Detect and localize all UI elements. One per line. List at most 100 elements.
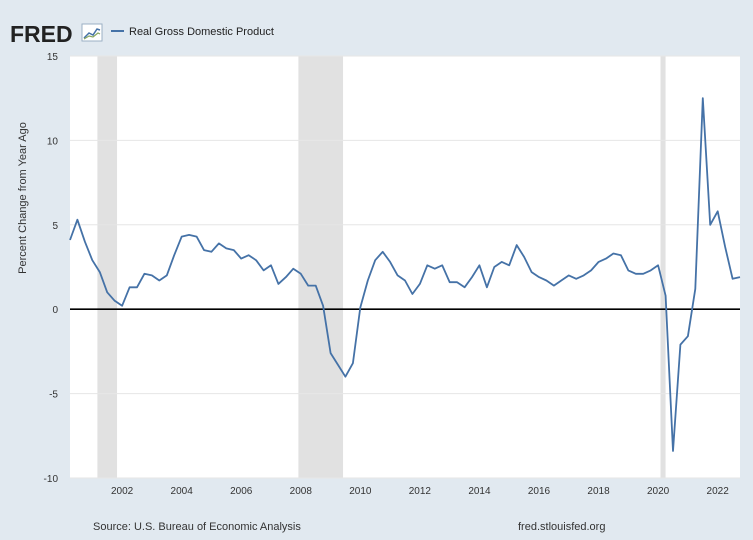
data-point bbox=[478, 264, 480, 266]
x-tick-label: 2006 bbox=[230, 486, 253, 497]
data-point bbox=[129, 286, 131, 288]
x-tick-label: 2022 bbox=[707, 486, 730, 497]
data-point bbox=[166, 274, 168, 276]
data-point bbox=[553, 285, 555, 287]
data-point bbox=[724, 246, 726, 248]
data-point bbox=[590, 269, 592, 271]
data-point bbox=[322, 305, 324, 307]
recession-band bbox=[298, 56, 344, 478]
data-point bbox=[702, 97, 704, 99]
y-tick-label: 15 bbox=[47, 52, 59, 63]
data-point bbox=[672, 450, 674, 452]
data-point bbox=[344, 376, 346, 378]
plot-area bbox=[70, 56, 740, 478]
data-point bbox=[642, 273, 644, 275]
data-point bbox=[69, 239, 71, 241]
data-point bbox=[315, 285, 317, 287]
legend-label[interactable]: Real Gross Domestic Product bbox=[129, 26, 274, 38]
data-point bbox=[277, 283, 279, 285]
data-point bbox=[426, 264, 428, 266]
data-point bbox=[337, 364, 339, 366]
data-point bbox=[717, 210, 719, 212]
fred-logo-chart-icon bbox=[81, 23, 103, 42]
data-point bbox=[411, 293, 413, 295]
data-point bbox=[516, 244, 518, 246]
recession-shading bbox=[97, 56, 666, 478]
data-point bbox=[300, 273, 302, 275]
data-point bbox=[352, 362, 354, 364]
data-point bbox=[382, 251, 384, 253]
data-point bbox=[508, 264, 510, 266]
data-point bbox=[679, 344, 681, 346]
series-line-real-gdp[interactable] bbox=[69, 97, 741, 452]
recession-band bbox=[660, 56, 666, 478]
data-point bbox=[471, 276, 473, 278]
data-point bbox=[233, 249, 235, 251]
x-tick-label: 2016 bbox=[528, 486, 551, 497]
data-point bbox=[203, 249, 205, 251]
data-point bbox=[225, 247, 227, 249]
data-point bbox=[739, 276, 741, 278]
data-point bbox=[181, 236, 183, 238]
x-tick-label: 2014 bbox=[468, 486, 491, 497]
data-point bbox=[359, 307, 361, 309]
fred-logo[interactable]: FRED bbox=[10, 21, 73, 47]
x-tick-label: 2018 bbox=[587, 486, 610, 497]
data-point bbox=[449, 281, 451, 283]
data-point bbox=[307, 285, 309, 287]
data-point bbox=[523, 256, 525, 258]
data-point bbox=[263, 269, 265, 271]
data-point bbox=[545, 280, 547, 282]
data-point bbox=[218, 242, 220, 244]
data-point bbox=[84, 241, 86, 243]
site-link[interactable]: fred.stlouisfed.org bbox=[518, 521, 606, 533]
data-point bbox=[210, 251, 212, 253]
data-point bbox=[665, 295, 667, 297]
x-tick-label: 2010 bbox=[349, 486, 372, 497]
data-point bbox=[143, 273, 145, 275]
data-point bbox=[598, 261, 600, 263]
y-axis-label: Percent Change from Year Ago bbox=[17, 122, 29, 274]
gridlines bbox=[70, 55, 740, 479]
data-point bbox=[650, 269, 652, 271]
data-point bbox=[106, 291, 108, 293]
data-point bbox=[188, 234, 190, 236]
source-note: Source: U.S. Bureau of Economic Analysis bbox=[93, 521, 301, 533]
y-tick-label: -5 bbox=[49, 390, 58, 401]
x-tick-label: 2012 bbox=[409, 486, 432, 497]
data-point bbox=[389, 261, 391, 263]
data-point bbox=[620, 254, 622, 256]
data-point bbox=[255, 259, 257, 261]
data-point bbox=[330, 352, 332, 354]
data-point bbox=[367, 280, 369, 282]
data-point bbox=[501, 261, 503, 263]
data-point bbox=[583, 274, 585, 276]
data-point bbox=[121, 305, 123, 307]
data-point bbox=[114, 300, 116, 302]
data-point bbox=[240, 258, 242, 260]
data-point bbox=[248, 254, 250, 256]
y-tick-label: 5 bbox=[52, 221, 58, 232]
data-point bbox=[687, 335, 689, 337]
data-point bbox=[560, 280, 562, 282]
data-point bbox=[158, 280, 160, 282]
data-point bbox=[635, 273, 637, 275]
data-point bbox=[605, 258, 607, 260]
data-point bbox=[575, 278, 577, 280]
x-tick-label: 2002 bbox=[111, 486, 134, 497]
data-point bbox=[151, 274, 153, 276]
y-tick-label: -10 bbox=[44, 474, 59, 485]
data-point bbox=[419, 283, 421, 285]
y-tick-label: 10 bbox=[47, 136, 59, 147]
data-point bbox=[456, 281, 458, 283]
x-tick-label: 2004 bbox=[171, 486, 194, 497]
data-point bbox=[91, 259, 93, 261]
x-axis-ticks: 2002 2004 2006 2008 2010 2012 2014 2016 2018 2020… bbox=[111, 486, 729, 497]
y-tick-label: 0 bbox=[52, 305, 58, 316]
data-point bbox=[397, 274, 399, 276]
data-point bbox=[76, 219, 78, 221]
data-point bbox=[464, 286, 466, 288]
y-axis-ticks: 15 10 5 0 -5 -10 bbox=[44, 52, 59, 485]
